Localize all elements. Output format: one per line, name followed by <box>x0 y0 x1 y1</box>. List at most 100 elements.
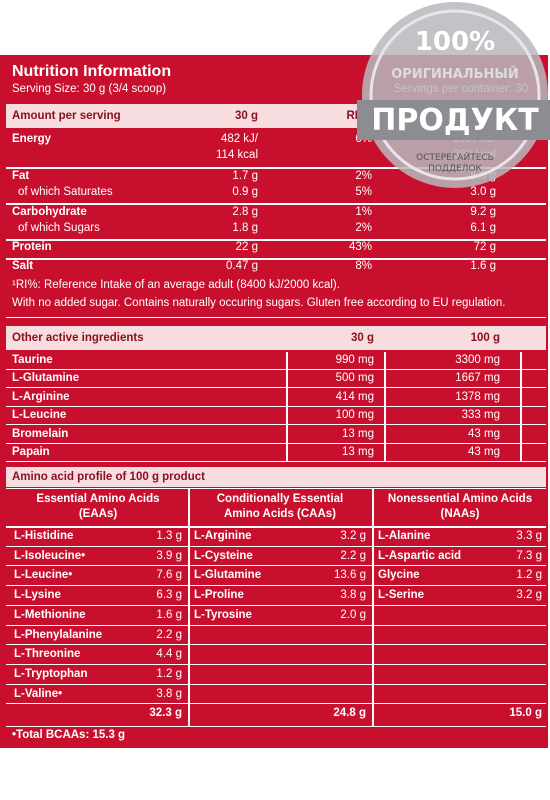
stamp: 100% ОРИГИНАЛЬНЫЙ ПРОДУКТ ОСТЕРЕГАЙТЕСЬ … <box>357 2 550 188</box>
column-header: Other active ingredients <box>12 332 144 344</box>
value: 9.2 g <box>470 206 496 218</box>
value: 990 mg <box>335 354 374 366</box>
amino-acid: L-Alanine <box>378 530 431 542</box>
divider <box>6 604 546 606</box>
serving-size: Serving Size: 30 g (3/4 scoop) <box>12 83 167 95</box>
amount: 13.6 g <box>334 569 366 582</box>
value: 13 mg <box>342 427 374 440</box>
group-total: 24.8 g <box>333 707 366 720</box>
amino-acid: L-Tryptophan <box>14 667 88 680</box>
group-heading: Nonessential Amino Acids <box>387 493 533 505</box>
value: 2.8 g <box>232 206 258 218</box>
amount: 2.2 g <box>156 628 182 641</box>
group-heading: (EAAs) <box>78 508 118 520</box>
amino-acid: L-Tyrosine <box>194 608 252 621</box>
divider <box>6 461 546 462</box>
nutrient: Salt <box>12 260 34 272</box>
stamp-warning: ОСТЕРЕГАЙТЕСЬ <box>416 151 494 163</box>
value: 1.8 g <box>232 222 258 234</box>
ingredient: Taurine <box>12 354 53 366</box>
divider <box>6 565 546 567</box>
value: 2% <box>355 222 372 234</box>
amount: 2.0 g <box>340 608 366 621</box>
amino-acid: L-Cysteine <box>194 549 253 562</box>
amino-acid: L-Isoleucine• <box>14 549 86 562</box>
stamp-top: ОРИГИНАЛЬНЫЙ <box>391 66 519 82</box>
amount: 3.9 g <box>156 549 182 562</box>
value: 500 mg <box>335 372 374 385</box>
divider <box>6 442 546 444</box>
column-header: 100 g <box>470 332 500 344</box>
group-heading: Conditionally Essential <box>216 493 344 505</box>
amount: 3.2 g <box>516 589 542 602</box>
divider <box>6 585 546 587</box>
divider <box>6 488 546 489</box>
amino-acid: L-Phenylalanine <box>14 628 103 641</box>
divider <box>384 352 386 461</box>
value: 1% <box>355 206 372 218</box>
value: 43 mg <box>468 427 500 440</box>
ingredient: L-Arginine <box>12 390 70 403</box>
value: 0.9 g <box>232 186 258 198</box>
value: 1.6 g <box>470 260 496 272</box>
value: 100 mg <box>335 409 374 422</box>
section-header <box>6 467 546 487</box>
value: 1667 mg <box>455 372 500 385</box>
divider <box>6 624 546 626</box>
value: 414 mg <box>335 390 374 403</box>
nutrient: Energy <box>12 133 51 145</box>
group-total: 15.0 g <box>509 707 542 720</box>
divider <box>6 526 546 528</box>
divider <box>6 663 546 665</box>
divider <box>6 703 546 705</box>
amount: 7.3 g <box>516 549 542 562</box>
amount: 1.3 g <box>156 530 182 542</box>
column-header: 30 g <box>350 332 374 344</box>
divider <box>188 488 190 726</box>
nutrient: Fat <box>12 170 30 182</box>
group-heading: Essential Amino Acids <box>36 493 160 505</box>
divider <box>6 317 546 318</box>
amount: 3.2 g <box>340 530 366 542</box>
divider <box>6 167 546 169</box>
divider <box>6 239 546 241</box>
amount: 6.3 g <box>156 589 182 602</box>
group-heading: Amino Acids (CAAs) <box>223 508 337 520</box>
amino-acid: L-Lysine <box>14 589 61 602</box>
value: 2% <box>355 170 372 182</box>
value: 72 g <box>473 241 496 253</box>
divider <box>6 545 546 547</box>
amount: 3.3 g <box>516 530 542 542</box>
divider <box>520 352 522 461</box>
group-heading: (NAAs) <box>440 508 480 520</box>
amino-acid: L-Aspartic acid <box>378 549 462 562</box>
ingredient: Bromelain <box>12 427 69 440</box>
stamp-warning: ПОДДЕЛОК <box>428 164 482 174</box>
column-header: Amount per serving <box>12 110 121 122</box>
stamp-percent: 100% <box>415 27 495 57</box>
amino-acid: L-Arginine <box>194 530 252 542</box>
amino-acid: L-Methionine <box>14 608 86 621</box>
divider <box>6 258 546 260</box>
amino-acid: Glycine <box>378 569 420 582</box>
divider <box>6 387 546 389</box>
value: 3300 mg <box>455 354 500 366</box>
nutrient: Protein <box>12 241 52 253</box>
value: 5% <box>355 186 372 198</box>
nutrient: of which Saturates <box>18 186 113 198</box>
column-header: 30 g <box>234 110 258 122</box>
amount: 4.4 g <box>156 648 182 661</box>
divider <box>6 644 546 646</box>
value: 114 kcal <box>216 149 258 161</box>
amino-acid: L-Glutamine <box>194 569 262 582</box>
footnote: ¹RI%: Reference Intake of an average adu… <box>12 279 340 291</box>
value: 0.47 g <box>226 260 258 272</box>
divider <box>6 424 546 426</box>
nutrient: of which Sugars <box>18 222 100 234</box>
amino-acid: L-Leucine• <box>14 569 73 582</box>
amount: 3.8 g <box>156 687 182 700</box>
amount: 1.2 g <box>156 667 182 680</box>
bcaa-note: •Total BCAAs: 15.3 g <box>12 729 126 741</box>
ingredient: Papain <box>12 446 50 458</box>
